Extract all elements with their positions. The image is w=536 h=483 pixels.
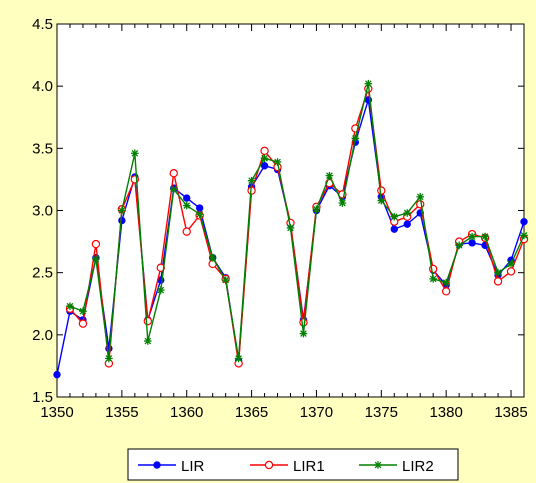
data-point — [153, 461, 161, 469]
x-tick-label: 1350 — [40, 404, 73, 421]
y-tick-label: 4.5 — [32, 16, 53, 33]
data-point — [208, 253, 217, 262]
data-point — [182, 201, 191, 210]
x-tick-label: 1385 — [494, 404, 527, 421]
data-point — [156, 286, 165, 294]
legend-entry-lir2: LIR2 — [359, 458, 434, 475]
data-point — [416, 200, 425, 209]
data-point — [105, 354, 113, 363]
data-point — [468, 232, 476, 241]
data-point — [66, 302, 74, 311]
data-point — [260, 154, 269, 163]
data-point — [182, 227, 191, 236]
x-tick-label: 1360 — [170, 404, 203, 421]
data-point — [403, 220, 411, 228]
data-point — [351, 134, 360, 143]
data-point — [260, 146, 269, 156]
data-point — [183, 194, 191, 202]
axes: 1.5 2.0 2.5 3.0 3.5 4.0 4.5 1350 1355 1360 1365 137… — [32, 16, 528, 421]
y-tick-label: 2.5 — [32, 265, 53, 282]
legend: LIR LIR1 LIR2 — [127, 448, 459, 481]
plot-area — [56, 23, 525, 398]
data-point — [53, 370, 61, 379]
x-tick-label: 1380 — [429, 404, 462, 421]
data-point — [390, 225, 398, 233]
data-point — [156, 263, 165, 272]
data-point — [299, 318, 308, 327]
data-point — [338, 199, 347, 207]
data-point — [234, 354, 243, 363]
legend-box — [127, 448, 459, 481]
x-tick-label: 1355 — [105, 404, 138, 421]
legend-entry-lir1: LIR1 — [250, 458, 325, 475]
data-point — [169, 185, 178, 194]
legend-label: LIR1 — [293, 458, 325, 475]
data-point — [377, 186, 386, 195]
y-tick-label: 3.0 — [32, 203, 53, 220]
data-point — [429, 275, 437, 283]
data-point — [325, 171, 334, 180]
y-tick-label: 3.5 — [32, 140, 53, 157]
data-point — [273, 158, 282, 166]
data-point — [507, 260, 515, 268]
data-point — [286, 224, 295, 232]
x-tick-label: 1375 — [365, 404, 398, 421]
data-point — [377, 196, 386, 205]
data-point — [131, 149, 139, 158]
legend-label: LIR2 — [402, 458, 434, 475]
y-tick-label: 2.0 — [32, 327, 53, 344]
series-layer — [53, 79, 529, 379]
data-point — [260, 162, 269, 170]
data-point — [390, 212, 399, 221]
data-point — [442, 278, 450, 287]
data-point — [494, 268, 502, 277]
data-point — [364, 79, 373, 88]
data-point — [455, 241, 463, 250]
data-point — [416, 193, 425, 201]
data-point — [247, 176, 256, 185]
data-point — [169, 168, 178, 178]
data-point — [312, 205, 321, 214]
data-point — [481, 232, 489, 241]
data-point — [264, 460, 274, 470]
x-tick-label: 1370 — [300, 404, 333, 421]
y-tick-label: 1.5 — [32, 389, 53, 406]
data-point — [520, 231, 528, 240]
data-point — [441, 287, 451, 296]
data-point — [374, 461, 382, 469]
x-tick-label: 1365 — [235, 404, 268, 421]
data-point — [506, 267, 516, 276]
legend-entry-lir: LIR — [138, 458, 205, 475]
data-point — [221, 276, 230, 284]
data-point — [79, 307, 87, 316]
data-point — [143, 316, 153, 326]
data-point — [195, 204, 204, 212]
data-point — [468, 239, 476, 247]
data-point — [91, 239, 101, 249]
data-point — [520, 217, 528, 226]
series-line — [69, 83, 525, 359]
y-tick-label: 4.0 — [32, 78, 53, 95]
series-lir2 — [66, 79, 528, 363]
data-point — [78, 319, 88, 328]
data-point — [195, 210, 204, 219]
data-point — [493, 277, 503, 286]
data-point — [144, 337, 152, 345]
data-point — [92, 255, 100, 263]
legend-label: LIR — [181, 458, 205, 475]
data-point — [118, 206, 126, 215]
data-point — [299, 329, 308, 338]
data-point — [403, 209, 412, 217]
